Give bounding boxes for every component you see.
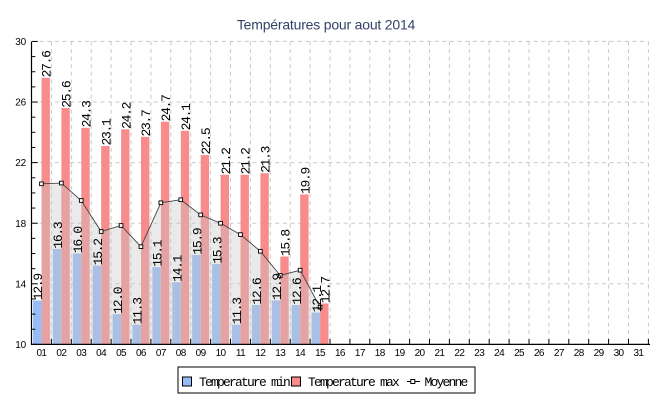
svg-text:15.8: 15.8: [279, 230, 294, 257]
svg-text:Moyenne: Moyenne: [425, 375, 468, 390]
svg-text:15.9: 15.9: [190, 228, 205, 255]
svg-text:Temperature max: Temperature max: [308, 375, 400, 390]
svg-text:24.3: 24.3: [80, 101, 95, 128]
svg-text:15.3: 15.3: [210, 237, 225, 264]
svg-text:05: 05: [116, 348, 127, 359]
svg-text:04: 04: [96, 348, 107, 359]
svg-text:11.3: 11.3: [230, 298, 245, 325]
svg-text:24.2: 24.2: [119, 102, 134, 129]
svg-text:27.6: 27.6: [40, 51, 55, 78]
svg-text:08: 08: [176, 348, 187, 359]
svg-text:23.1: 23.1: [99, 118, 114, 146]
svg-text:24.1: 24.1: [179, 103, 194, 131]
svg-text:21: 21: [434, 348, 445, 359]
svg-text:23.7: 23.7: [139, 110, 154, 137]
svg-text:18: 18: [375, 348, 386, 359]
svg-text:26: 26: [15, 98, 26, 109]
svg-text:19.9: 19.9: [298, 168, 313, 195]
svg-text:01: 01: [36, 348, 47, 359]
svg-text:16.0: 16.0: [71, 227, 86, 254]
svg-text:26: 26: [534, 348, 545, 359]
svg-text:18: 18: [15, 219, 26, 230]
svg-text:10: 10: [216, 348, 227, 359]
svg-text:14: 14: [295, 348, 306, 359]
svg-text:20: 20: [415, 348, 426, 359]
svg-text:31: 31: [633, 348, 644, 359]
svg-text:16.3: 16.3: [51, 222, 66, 249]
svg-text:22: 22: [15, 158, 26, 169]
svg-text:15.1: 15.1: [151, 239, 166, 267]
svg-text:19: 19: [395, 348, 406, 359]
svg-text:24.7: 24.7: [159, 95, 174, 122]
svg-text:21.2: 21.2: [239, 148, 254, 175]
svg-text:11: 11: [236, 348, 246, 359]
svg-text:09: 09: [196, 348, 207, 359]
svg-text:12.9: 12.9: [31, 274, 46, 301]
svg-text:03: 03: [76, 348, 87, 359]
svg-text:16: 16: [335, 348, 346, 359]
svg-text:02: 02: [56, 348, 67, 359]
svg-text:24: 24: [494, 348, 505, 359]
svg-text:22: 22: [454, 348, 465, 359]
svg-text:14.1: 14.1: [171, 254, 186, 282]
svg-text:12.9: 12.9: [270, 274, 285, 301]
svg-text:25: 25: [514, 348, 525, 359]
svg-text:12.1: 12.1: [310, 285, 325, 313]
svg-text:12.6: 12.6: [290, 278, 305, 305]
svg-text:06: 06: [136, 348, 147, 359]
svg-text:Températures pour aout 2014: Températures pour aout 2014: [237, 17, 416, 33]
svg-text:27: 27: [554, 348, 565, 359]
svg-text:10: 10: [15, 340, 26, 351]
svg-text:15.2: 15.2: [91, 239, 106, 266]
svg-text:Temperature min: Temperature min: [199, 375, 290, 390]
svg-text:12.7: 12.7: [318, 277, 333, 304]
svg-text:30: 30: [15, 37, 26, 48]
svg-text:28: 28: [574, 348, 585, 359]
svg-text:17: 17: [355, 348, 366, 359]
svg-text:14: 14: [15, 279, 26, 290]
svg-text:11.3: 11.3: [131, 298, 146, 325]
svg-text:30: 30: [614, 348, 625, 359]
svg-text:07: 07: [156, 348, 167, 359]
svg-text:15: 15: [315, 348, 326, 359]
svg-text:29: 29: [594, 348, 605, 359]
svg-text:13: 13: [275, 348, 286, 359]
svg-text:21.2: 21.2: [219, 148, 234, 175]
svg-text:12.0: 12.0: [111, 287, 126, 314]
svg-text:12: 12: [255, 348, 266, 359]
svg-text:22.5: 22.5: [199, 128, 214, 155]
svg-text:23: 23: [474, 348, 485, 359]
svg-text:21.3: 21.3: [259, 146, 274, 173]
svg-text:25.6: 25.6: [60, 81, 75, 108]
svg-text:12.6: 12.6: [250, 278, 265, 305]
